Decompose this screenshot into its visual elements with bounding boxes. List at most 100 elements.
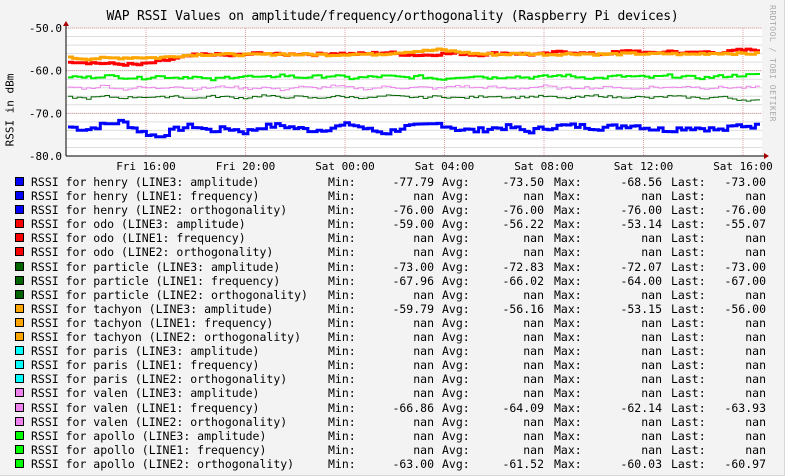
- max-value: nan: [641, 189, 662, 204]
- min-value: -59.00: [392, 217, 434, 232]
- legend-label: RSSI for tachyon (LINE2: orthogonality): [31, 330, 302, 345]
- max-key: Max:: [554, 259, 582, 274]
- last-value: -55.07: [724, 217, 766, 232]
- min-key: Min:: [328, 414, 356, 429]
- avg-key: Avg:: [442, 245, 470, 260]
- max-value: -62.14: [620, 400, 662, 415]
- last-value: nan: [745, 231, 766, 246]
- avg-value: -76.00: [502, 203, 544, 218]
- chart-title: WAP RSSI Values on amplitude/frequency/o…: [106, 9, 679, 24]
- min-key: Min:: [328, 400, 356, 415]
- avg-key: Avg:: [442, 175, 470, 189]
- max-value: nan: [641, 386, 662, 401]
- legend-label: RSSI for henry (LINE3: amplitude): [31, 175, 260, 189]
- min-value: nan: [413, 372, 434, 387]
- legend-swatch: [15, 317, 24, 327]
- min-value: -66.86: [392, 400, 434, 415]
- avg-value: nan: [523, 442, 544, 457]
- min-value: -59.79: [392, 301, 434, 316]
- max-value: nan: [641, 358, 662, 373]
- legend-row: RSSI for particle (LINE2: orthogonality)…: [14, 288, 774, 302]
- legend-label: RSSI for odo (LINE1: frequency): [31, 231, 246, 246]
- min-key: Min:: [328, 245, 356, 260]
- avg-value: nan: [523, 344, 544, 359]
- legend-row: RSSI for tachyon (LINE2: orthogonality) M…: [14, 330, 774, 344]
- max-key: Max:: [554, 414, 582, 429]
- avg-value: -61.52: [502, 456, 544, 471]
- avg-value: nan: [523, 189, 544, 204]
- legend-label: RSSI for tachyon (LINE3: amplitude): [31, 301, 274, 316]
- min-value: nan: [413, 442, 434, 457]
- legend-row: RSSI for tachyon (LINE3: amplitude) Min: -…: [14, 302, 774, 316]
- legend-swatch: [15, 261, 24, 271]
- legend-row: RSSI for paris (LINE1: frequency) Min: nan…: [14, 358, 774, 372]
- min-value: nan: [413, 287, 434, 302]
- avg-value: -66.02: [502, 273, 544, 288]
- legend-row: RSSI for apollo (LINE1: frequency) Min: na…: [14, 443, 774, 457]
- last-value: nan: [745, 372, 766, 387]
- avg-key: Avg:: [442, 456, 470, 471]
- avg-key: Avg:: [442, 386, 470, 401]
- max-key: Max:: [554, 189, 582, 204]
- max-value: -68.56: [620, 175, 662, 189]
- legend-row: RSSI for particle (LINE3: amplitude) Min:…: [14, 260, 774, 274]
- avg-key: Avg:: [442, 231, 470, 246]
- legend-label: RSSI for valen (LINE3: amplitude): [31, 386, 260, 401]
- legend-label: RSSI for apollo (LINE3: amplitude): [31, 428, 267, 443]
- legend-swatch: [15, 346, 24, 356]
- last-key: Last:: [671, 414, 706, 429]
- legend-label: RSSI for odo (LINE3: amplitude): [31, 217, 246, 232]
- legend: RSSI for henry (LINE3: amplitude) Min: -77…: [14, 175, 774, 471]
- max-key: Max:: [554, 287, 582, 302]
- max-key: Max:: [554, 358, 582, 373]
- max-key: Max:: [554, 428, 582, 443]
- legend-label: RSSI for particle (LINE3: amplitude): [31, 259, 281, 274]
- avg-key: Avg:: [442, 414, 470, 429]
- avg-value: nan: [523, 428, 544, 443]
- max-value: nan: [641, 414, 662, 429]
- avg-key: Avg:: [442, 273, 470, 288]
- max-key: Max:: [554, 344, 582, 359]
- max-key: Max:: [554, 400, 582, 415]
- legend-swatch: [15, 444, 24, 454]
- last-key: Last:: [671, 344, 706, 359]
- avg-value: nan: [523, 386, 544, 401]
- min-key: Min:: [328, 372, 356, 387]
- series-line: [68, 118, 760, 139]
- avg-value: nan: [523, 330, 544, 345]
- max-value: nan: [641, 372, 662, 387]
- last-value: nan: [745, 315, 766, 330]
- max-key: Max:: [554, 273, 582, 288]
- max-value: nan: [641, 231, 662, 246]
- avg-key: Avg:: [442, 442, 470, 457]
- legend-swatch: [15, 303, 24, 313]
- last-key: Last:: [671, 386, 706, 401]
- min-value: -73.00: [392, 259, 434, 274]
- legend-swatch: [15, 247, 24, 257]
- max-value: nan: [641, 315, 662, 330]
- last-key: Last:: [671, 330, 706, 345]
- last-value: -56.00: [724, 301, 766, 316]
- max-key: Max:: [554, 231, 582, 246]
- avg-key: Avg:: [442, 330, 470, 345]
- max-key: Max:: [554, 386, 582, 401]
- legend-row: RSSI for paris (LINE3: amplitude) Min: nan…: [14, 344, 774, 358]
- max-value: -72.07: [620, 259, 662, 274]
- last-key: Last:: [671, 273, 706, 288]
- min-value: nan: [413, 231, 434, 246]
- x-tick-label: Sat 12:00: [614, 160, 674, 170]
- legend-label: RSSI for henry (LINE2: orthogonality): [31, 203, 288, 218]
- legend-swatch: [15, 177, 24, 186]
- avg-key: Avg:: [442, 301, 470, 316]
- min-value: -77.79: [392, 175, 434, 189]
- last-value: -60.97: [724, 456, 766, 471]
- min-key: Min:: [328, 287, 356, 302]
- legend-swatch: [15, 289, 24, 299]
- last-value: -73.00: [724, 259, 766, 274]
- legend-label: RSSI for apollo (LINE1: frequency): [31, 442, 267, 457]
- legend-row: RSSI for henry (LINE3: amplitude) Min: -77…: [14, 175, 774, 189]
- legend-label: RSSI for valen (LINE1: frequency): [31, 400, 260, 415]
- max-key: Max:: [554, 456, 582, 471]
- max-key: Max:: [554, 372, 582, 387]
- max-value: -60.03: [620, 456, 662, 471]
